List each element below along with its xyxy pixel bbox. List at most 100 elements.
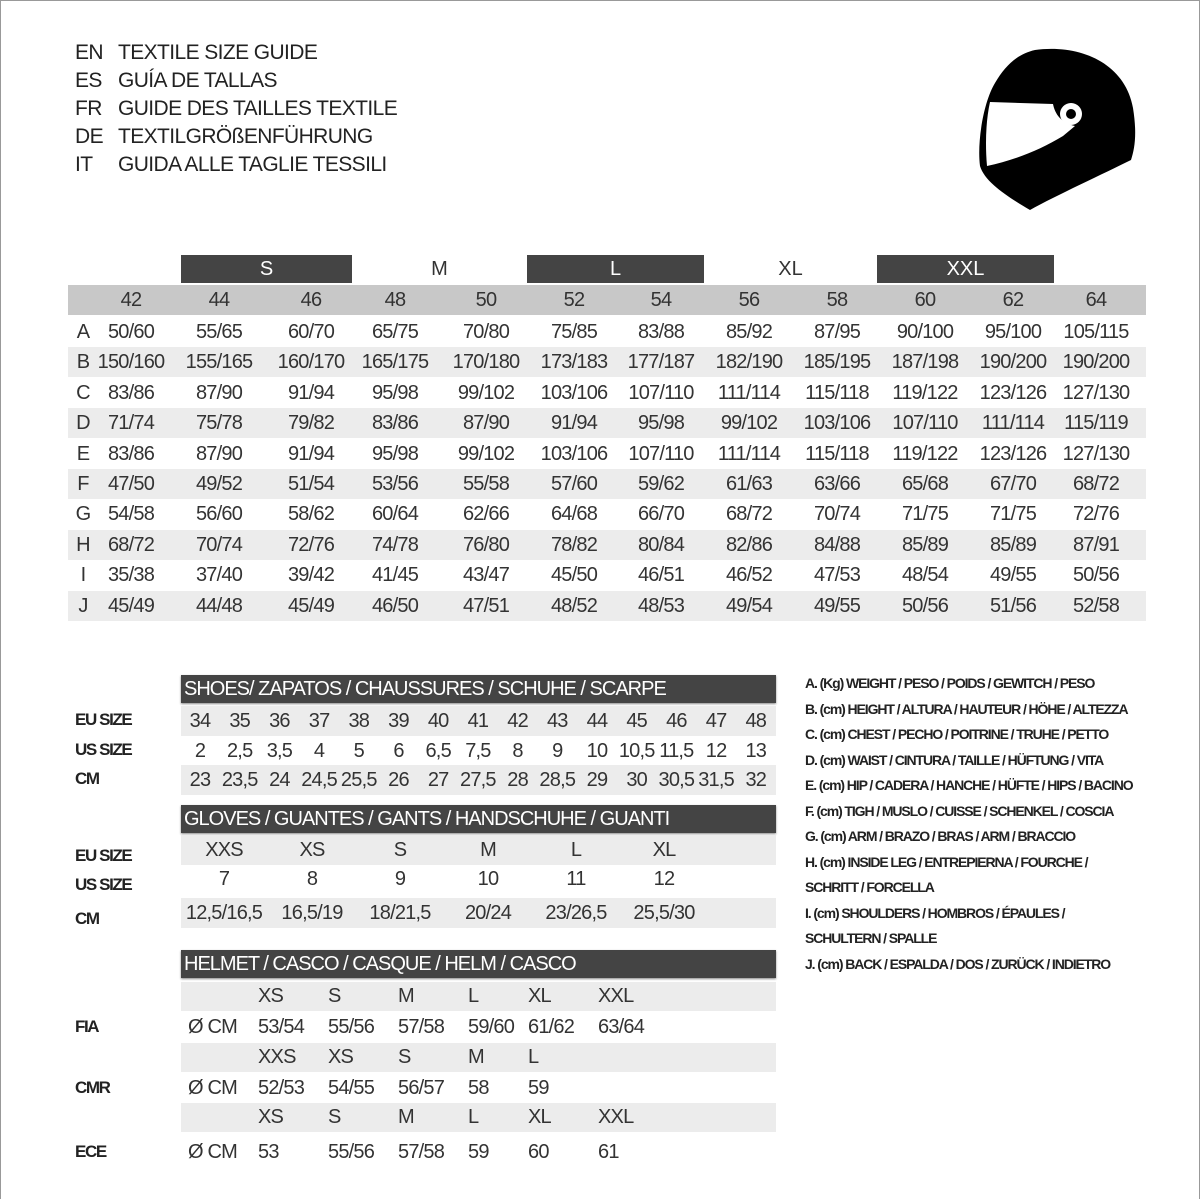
- helmet-size: XXL: [598, 985, 634, 1007]
- guide-title: GUIDE DES TAILLES TEXTILE: [118, 97, 398, 120]
- row-label: CM: [75, 909, 100, 928]
- table-cell: XL: [652, 839, 677, 861]
- table-cell: 46: [666, 710, 687, 732]
- table-cell: 23/26,5: [545, 902, 607, 924]
- legend-item: C. (cm) CHEST / PECHO / POITRINE / TRUHE…: [805, 726, 1109, 742]
- table-cell: 123/126: [979, 381, 1048, 404]
- legend-item: F. (cm) TIGH / MUSLO / CUISSE / SCHENKEL…: [805, 802, 1114, 819]
- table-cell: 91/94: [287, 381, 335, 404]
- shoes-header: SHOES/ ZAPATOS / CHAUSSURES / SCHUHE / S…: [181, 675, 776, 703]
- table-cell: 8: [512, 740, 523, 762]
- helmet-size: L: [468, 985, 479, 1007]
- table-cell: 26: [388, 769, 409, 791]
- title-line: EN TEXTILE SIZE GUIDE: [75, 39, 318, 67]
- table-cell: 32: [745, 769, 767, 791]
- table-row-stripe: [181, 1043, 776, 1072]
- helmet-size: S: [398, 1046, 411, 1068]
- size-number: 52: [563, 289, 585, 311]
- table-cell: 25,5/30: [633, 902, 695, 924]
- table-cell: 62/66: [462, 503, 510, 526]
- table-cell: 63/66: [813, 473, 861, 495]
- table-cell: 85/89: [901, 533, 949, 556]
- table-cell: 47/53: [813, 564, 861, 587]
- table-cell: 55/56: [328, 1016, 375, 1038]
- table-cell: 47/51: [462, 594, 510, 617]
- table-cell: 75/78: [195, 412, 243, 435]
- table-cell: 190/200: [979, 351, 1048, 374]
- table-cell: 18/21,5: [369, 902, 431, 924]
- table-cell: 52/58: [1072, 594, 1120, 617]
- language-code: IT: [75, 153, 93, 176]
- table-cell: 115/119: [1064, 412, 1129, 435]
- table-cell: 87/90: [462, 412, 510, 435]
- row-label: EU SIZE: [75, 710, 133, 729]
- table-row-stripe: [68, 408, 1146, 439]
- table-cell: 38: [348, 710, 370, 732]
- table-cell: 35: [229, 710, 251, 732]
- table-cell: 59: [468, 1141, 489, 1163]
- table-cell: 41/45: [371, 564, 419, 587]
- size-header-row: [68, 285, 1146, 315]
- table-cell: 68/72: [107, 533, 155, 556]
- table-cell: 65/68: [901, 473, 949, 495]
- size-number: 64: [1085, 289, 1107, 311]
- table-cell: 36: [269, 710, 290, 732]
- table-cell: 44/48: [195, 594, 243, 617]
- table-cell: 57/58: [398, 1141, 445, 1163]
- unit-label: Ø CM: [188, 1077, 238, 1099]
- row-letter: E: [76, 442, 90, 465]
- table-cell: 8: [306, 868, 318, 890]
- table-cell: 187/198: [891, 351, 960, 374]
- guide-title: TEXTILE SIZE GUIDE: [118, 41, 318, 64]
- table-cell: 87/90: [195, 381, 243, 404]
- title-line: ES GUÍA DE TALLAS: [75, 67, 278, 95]
- table-cell: 182/190: [715, 351, 784, 374]
- table-row-stripe: [68, 590, 1146, 621]
- table-cell: 71/74: [107, 412, 155, 435]
- size-number: 42: [120, 289, 142, 311]
- table-cell: 49/55: [813, 594, 861, 617]
- table-cell: 23,5: [221, 769, 259, 791]
- table-cell: 76/80: [462, 533, 510, 556]
- row-letter: G: [75, 503, 92, 526]
- table-cell: 46/52: [725, 564, 773, 587]
- table-cell: 31,5: [698, 769, 735, 791]
- helmet-size: XS: [258, 1106, 284, 1128]
- table-cell: 57/60: [550, 473, 598, 495]
- table-cell: 50/56: [1072, 564, 1120, 587]
- table-cell: 83/86: [107, 442, 155, 465]
- table-cell: 83/86: [371, 412, 419, 435]
- size-band-xxl: XXL: [877, 255, 1054, 283]
- table-cell: 123/126: [979, 442, 1048, 465]
- legend-item: J. (cm) BACK / ESPALDA / DOS / ZURÜCK / …: [805, 955, 1111, 972]
- table-cell: L: [570, 839, 582, 861]
- helmet-size: XXL: [598, 1106, 634, 1128]
- table-cell: 68/72: [1072, 473, 1120, 495]
- table-cell: 53/56: [371, 473, 419, 495]
- table-row-stripe: [181, 898, 776, 928]
- table-cell: 95/98: [371, 442, 419, 465]
- table-cell: 53/54: [258, 1016, 305, 1038]
- table-cell: 46/50: [371, 594, 419, 617]
- table-cell: 48/53: [637, 594, 685, 617]
- standard-label: CMR: [75, 1078, 111, 1097]
- helmet-size: L: [468, 1106, 479, 1128]
- table-cell: 127/130: [1062, 381, 1131, 404]
- table-cell: 75/85: [550, 321, 598, 343]
- legend-item: B. (cm) HEIGHT / ALTURA / HAUTEUR / HÖHE…: [805, 700, 1129, 717]
- helmet-size: S: [328, 985, 341, 1007]
- table-cell: 37: [308, 710, 330, 732]
- table-cell: 99/102: [457, 442, 515, 465]
- table-cell: 10: [477, 868, 499, 890]
- table-cell: 50/56: [901, 594, 949, 617]
- table-cell: 10: [586, 740, 608, 762]
- size-band-s: S: [181, 255, 352, 283]
- table-cell: 27,5: [460, 769, 497, 791]
- table-cell: 63/64: [598, 1016, 645, 1038]
- table-cell: 27: [427, 769, 449, 791]
- table-cell: 42: [507, 710, 528, 732]
- row-letter: A: [76, 321, 90, 343]
- table-cell: 155/165: [185, 351, 254, 374]
- table-cell: 44: [586, 710, 608, 732]
- table-cell: 70/74: [195, 533, 243, 556]
